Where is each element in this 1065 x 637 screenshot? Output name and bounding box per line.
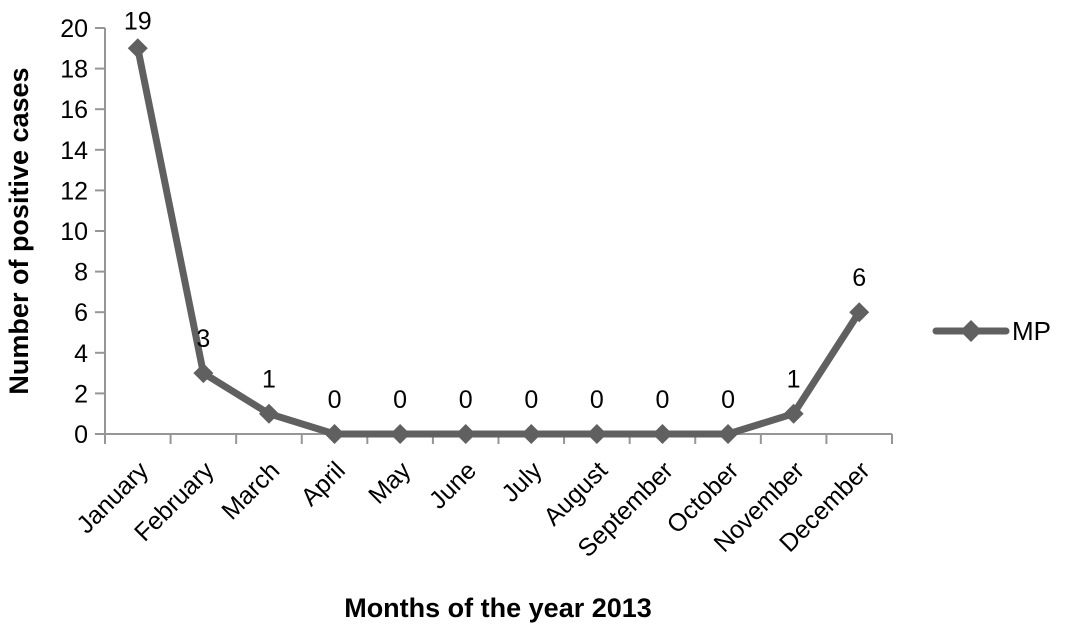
y-tick-label: 2: [74, 380, 88, 408]
data-point-marker: [586, 424, 607, 444]
data-point-marker: [652, 424, 673, 444]
legend-label: MP: [1012, 316, 1051, 346]
y-tick-label: 10: [60, 218, 88, 246]
y-tick-label: 14: [60, 137, 88, 165]
data-label: 1: [262, 366, 276, 394]
data-label: 0: [590, 386, 604, 414]
data-label: 6: [852, 264, 866, 292]
x-tick-label: June: [424, 456, 482, 514]
data-label: 0: [459, 386, 473, 414]
x-tick-label: July: [496, 456, 548, 508]
y-tick-label: 12: [60, 177, 88, 205]
data-labels: 19 3 1 0 0 0 0 0 0 0 1 6: [124, 7, 866, 414]
y-tick-label: 18: [60, 56, 88, 84]
legend: MP: [932, 316, 1051, 346]
x-axis-title: Months of the year 2013: [344, 593, 652, 623]
data-point-marker: [849, 302, 870, 323]
data-point-marker: [718, 424, 739, 444]
data-label: 0: [656, 386, 670, 414]
x-tick-label: March: [216, 456, 285, 525]
legend-diamond-marker-icon: [960, 320, 982, 342]
y-tick-label: 8: [74, 259, 88, 287]
x-tick-label: April: [296, 456, 351, 511]
y-axis-title: Number of positive cases: [4, 67, 34, 394]
data-label: 0: [393, 386, 407, 414]
data-point-marker: [783, 403, 804, 424]
y-tick-label: 16: [60, 96, 88, 124]
y-tick-label: 20: [60, 15, 88, 43]
series-path: [134, 44, 863, 438]
data-label: 19: [124, 7, 152, 35]
data-label: 0: [721, 386, 735, 414]
y-tick-label: 4: [74, 340, 88, 368]
data-point-marker: [258, 403, 279, 424]
data-point-marker: [390, 424, 411, 444]
data-point-marker: [324, 424, 345, 444]
data-label: 1: [787, 366, 801, 394]
series-line-mp: [127, 38, 870, 444]
data-point-marker: [127, 38, 148, 59]
data-point-marker: [193, 363, 214, 384]
y-axis: 0 2 4 6 8 10 12 14 16 18 20: [60, 15, 106, 449]
x-tick-label: May: [363, 456, 417, 510]
data-point-marker: [455, 424, 476, 444]
data-label: 0: [524, 386, 538, 414]
y-tick-label: 6: [74, 299, 88, 327]
y-tick-label: 0: [74, 421, 88, 449]
data-point-marker: [521, 424, 542, 444]
data-label: 3: [196, 325, 210, 353]
data-label: 0: [328, 386, 342, 414]
